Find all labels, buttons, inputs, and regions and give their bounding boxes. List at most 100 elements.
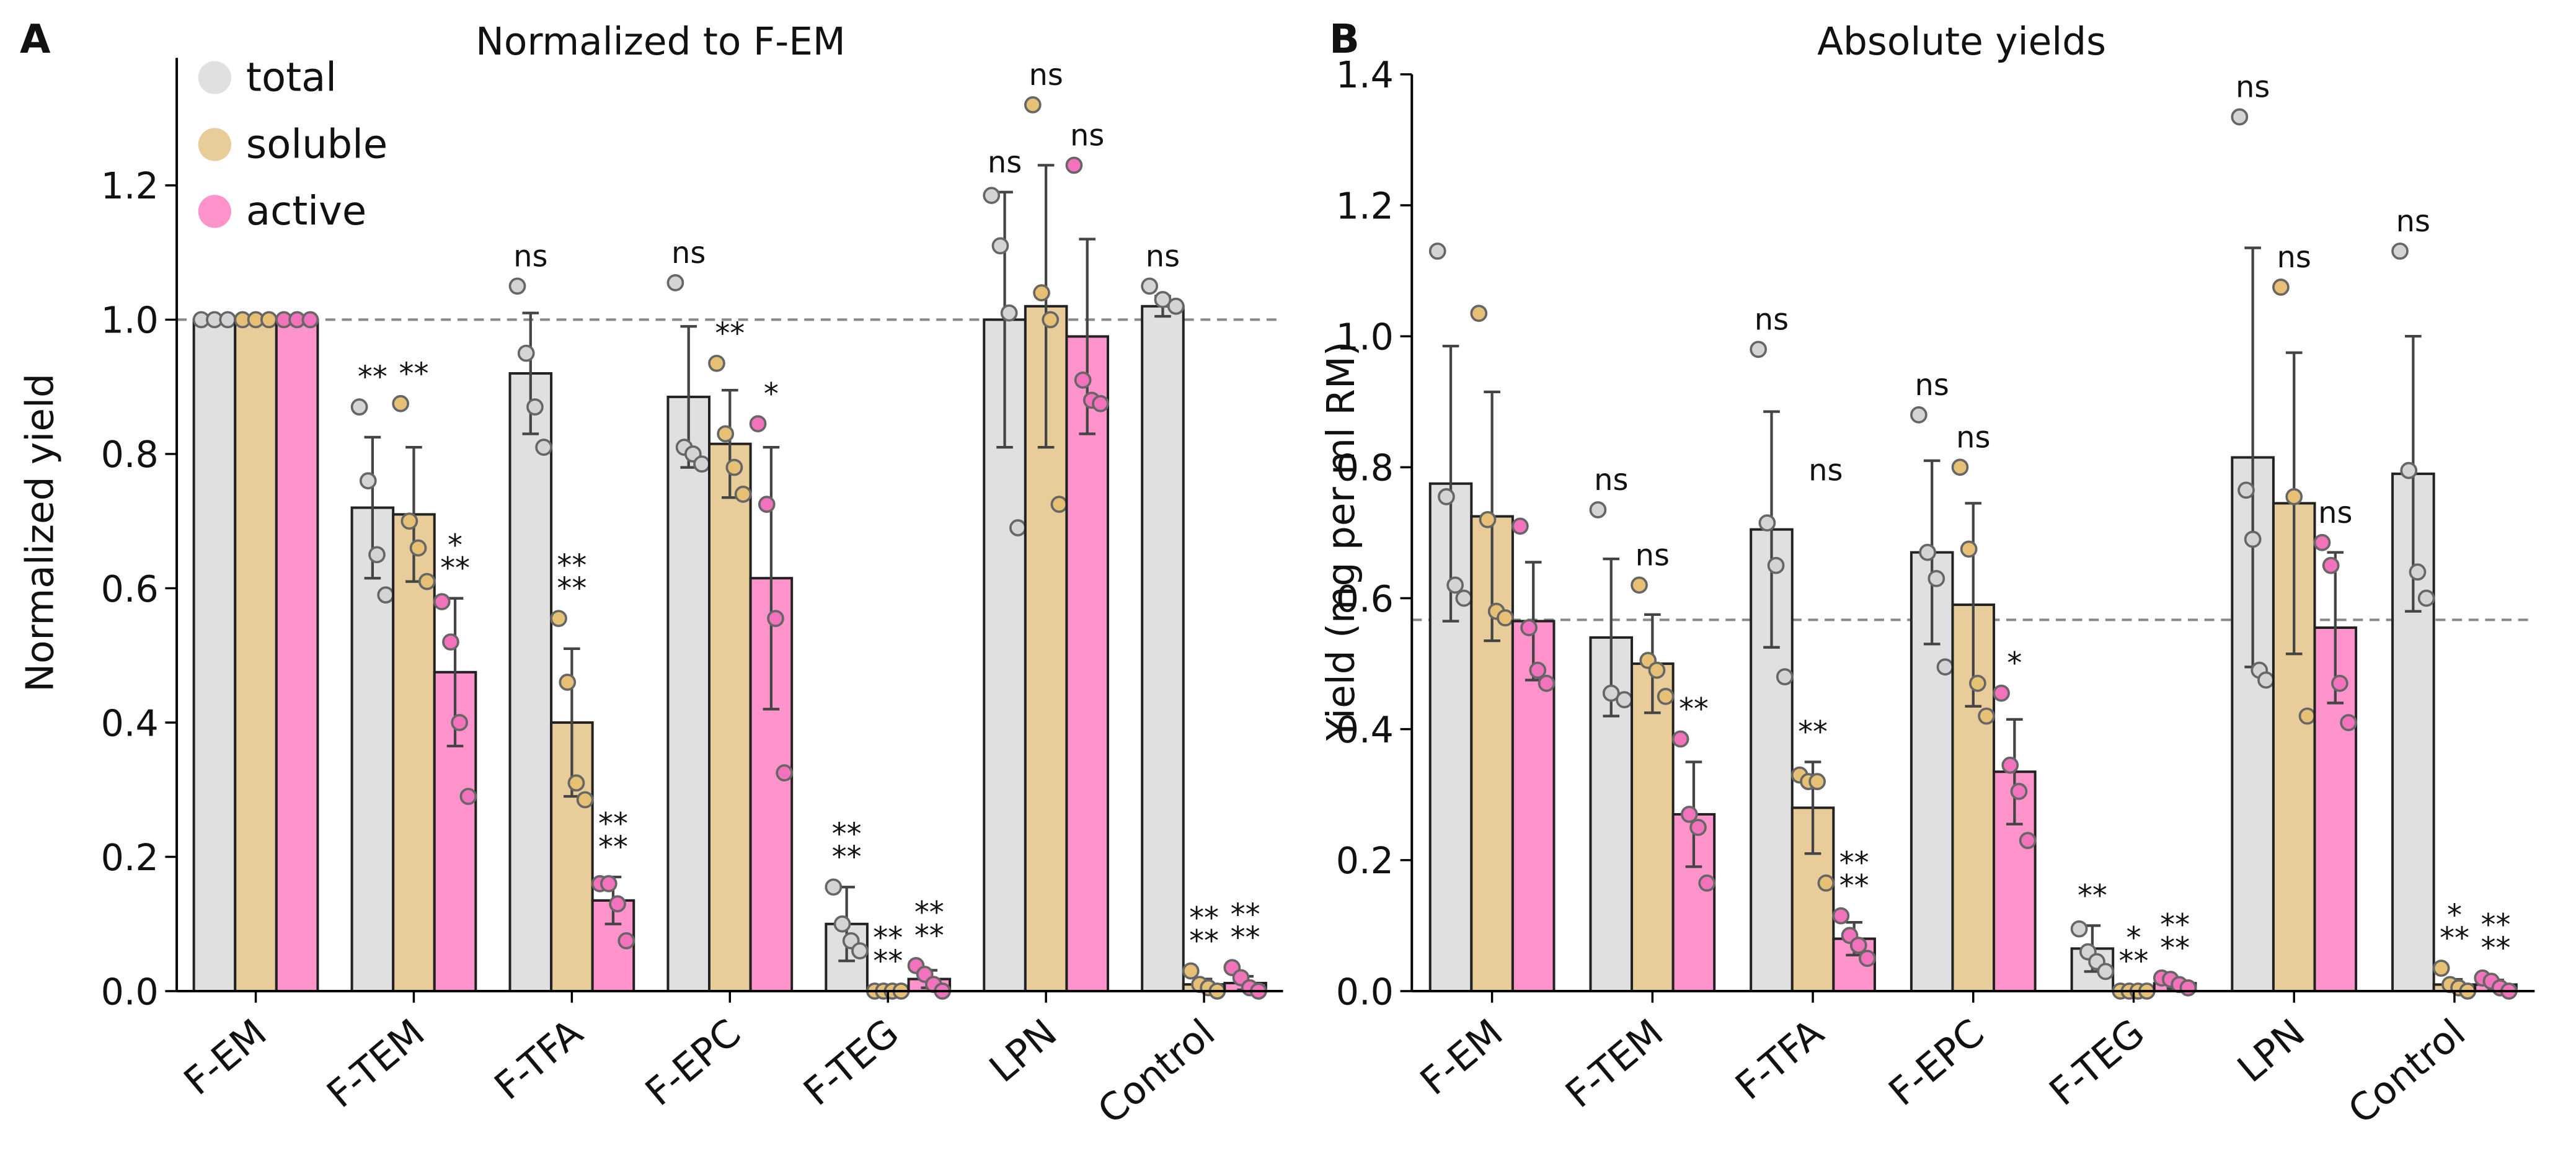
data-point xyxy=(600,875,617,893)
bar xyxy=(392,513,436,992)
x-tick-label: Control xyxy=(2340,1011,2474,1133)
data-point xyxy=(1919,543,1936,561)
data-point xyxy=(350,398,368,416)
x-tick-label: Control xyxy=(1090,1011,1223,1133)
x-tick-label: F-TEM xyxy=(319,1011,433,1117)
x-tick-label: F-EM xyxy=(1412,1011,1512,1104)
data-point xyxy=(576,791,594,809)
chart-title: Normalized to F-EM xyxy=(476,20,846,64)
data-point xyxy=(2432,959,2450,977)
data-point xyxy=(1529,661,1547,679)
legend-label: soluble xyxy=(246,122,387,167)
data-point xyxy=(1767,556,1785,574)
bar xyxy=(1671,812,1716,992)
significance-label: ns xyxy=(1755,303,1789,337)
y-tick-label: 0.2 xyxy=(101,837,159,879)
bar xyxy=(508,372,553,992)
significance-label: ** xyxy=(598,830,628,865)
bar xyxy=(192,318,237,992)
data-point xyxy=(1969,674,1986,692)
data-point xyxy=(2097,963,2115,981)
data-point xyxy=(776,764,794,782)
x-tick-label: F-EPC xyxy=(637,1011,749,1115)
y-tick-label: 0.8 xyxy=(1336,447,1394,489)
y-tick-label: 0.0 xyxy=(1336,971,1394,1013)
data-point xyxy=(666,274,684,292)
significance-label: ns xyxy=(988,146,1022,180)
significance-label: ** xyxy=(557,572,586,606)
data-point xyxy=(2285,488,2303,505)
data-point xyxy=(1042,311,1060,329)
data-point xyxy=(1648,661,1666,679)
data-point xyxy=(1859,950,1876,968)
significance-label: ** xyxy=(1189,925,1219,959)
bar xyxy=(234,318,278,992)
data-point xyxy=(2340,714,2357,731)
bar xyxy=(1428,482,1473,992)
data-point xyxy=(1009,519,1027,536)
bar xyxy=(350,506,395,992)
error-bar xyxy=(1965,502,1982,708)
bar xyxy=(708,442,752,992)
data-point xyxy=(1849,937,1867,954)
data-point xyxy=(442,633,459,651)
data-point xyxy=(2272,278,2290,296)
y-tick-label: 0.2 xyxy=(1336,840,1394,882)
data-point xyxy=(1446,576,1464,594)
bar xyxy=(1141,305,1185,992)
x-tick-label: LPN xyxy=(2229,1011,2313,1092)
data-point xyxy=(219,311,237,329)
data-point xyxy=(2237,481,2255,499)
data-point xyxy=(1024,96,1042,114)
legend-label: total xyxy=(246,55,337,100)
data-point xyxy=(260,311,278,329)
significance-label: ** xyxy=(873,922,903,956)
data-point xyxy=(2010,783,2028,800)
data-point xyxy=(1092,394,1109,412)
chart-title: Absolute yields xyxy=(1817,20,2106,64)
significance-label: ns xyxy=(1808,453,1843,487)
data-point xyxy=(983,187,1001,204)
bar xyxy=(275,318,319,992)
data-point xyxy=(1817,874,1835,892)
data-point xyxy=(725,458,743,476)
significance-label: ** xyxy=(715,317,745,351)
data-point xyxy=(717,425,735,443)
significance-label: ** xyxy=(2119,945,2149,979)
data-point xyxy=(1657,688,1675,705)
data-point xyxy=(2298,707,2316,725)
significance-label: ns xyxy=(1029,58,1063,92)
data-point xyxy=(1960,540,1978,558)
data-point xyxy=(1065,156,1083,174)
data-point xyxy=(1832,907,1850,925)
y-tick-label: 0.4 xyxy=(1336,709,1394,751)
y-axis-label: Yield (mg per ml RM) xyxy=(1319,341,1363,741)
panel-label: B xyxy=(1329,17,1360,63)
y-tick-label: 0.6 xyxy=(1336,578,1394,620)
error-bar xyxy=(1442,344,1459,623)
data-point xyxy=(1000,304,1018,322)
data-point xyxy=(2313,533,2331,551)
error-bar xyxy=(1037,164,1055,449)
data-point xyxy=(392,394,410,412)
data-point xyxy=(833,915,851,933)
x-tick-label: F-TEM xyxy=(1557,1011,1671,1117)
data-point xyxy=(2001,756,2019,774)
data-point xyxy=(1512,517,1529,535)
significance-label: ** xyxy=(832,840,862,875)
x-tick-label: F-TEG xyxy=(2042,1011,2153,1115)
data-point xyxy=(301,311,319,329)
significance-label: ** xyxy=(1839,870,1869,904)
data-point xyxy=(2391,243,2409,260)
significance-label: ** xyxy=(557,549,586,583)
data-point xyxy=(1951,458,1969,476)
y-tick-label: 0.4 xyxy=(101,702,159,744)
data-point xyxy=(2244,530,2262,548)
data-point xyxy=(1680,806,1698,823)
significance-label: ** xyxy=(1798,715,1828,749)
x-tick-label: F-TFA xyxy=(1727,1011,1832,1109)
data-point xyxy=(1602,684,1620,702)
data-point xyxy=(2417,589,2435,607)
data-point xyxy=(409,539,427,557)
x-tick-label: F-TEG xyxy=(795,1011,907,1115)
